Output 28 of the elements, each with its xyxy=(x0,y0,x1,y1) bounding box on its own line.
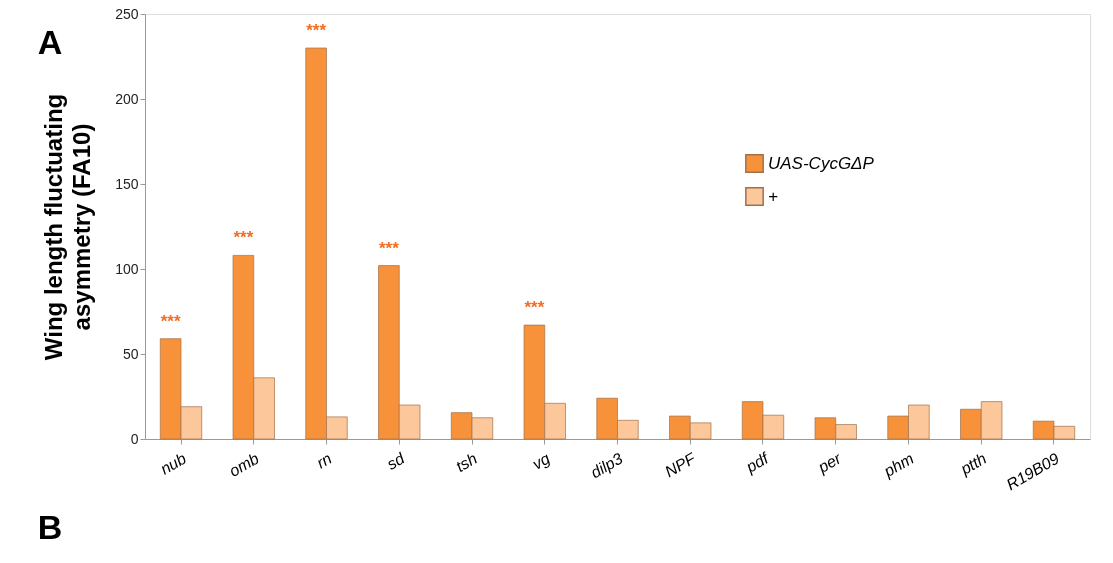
x-tick-label: pdf xyxy=(742,448,773,476)
legend-label: + xyxy=(768,186,778,206)
text: A xyxy=(37,23,63,61)
y-axis-title: Wing length fluctuating asymmetry (FA10) xyxy=(40,93,96,361)
x-tick-label: ptth xyxy=(956,449,990,479)
x-tick-label: per xyxy=(814,449,845,477)
annotation: *** xyxy=(233,228,254,248)
x-tick-label: dilp3 xyxy=(587,449,626,482)
text: B xyxy=(37,508,63,546)
x-tick-label: NPF xyxy=(662,449,700,481)
y-tick-label: 0 xyxy=(130,430,139,447)
x-tick-label: phm xyxy=(880,449,917,481)
y-tick-label: 150 xyxy=(115,175,139,192)
y-tick-label: 250 xyxy=(115,5,139,22)
x-tick-label: nub xyxy=(157,449,190,478)
x-tick-label: omb xyxy=(226,449,262,480)
y-tick-label: 200 xyxy=(115,90,139,107)
legend-label: UAS-CycGΔP xyxy=(768,153,875,173)
annotation: *** xyxy=(378,238,400,258)
y-tick-label: 100 xyxy=(115,260,139,277)
annotation: *** xyxy=(524,298,545,318)
x-tick-label: tsh xyxy=(453,449,481,476)
x-tick-label: sd xyxy=(384,449,409,473)
x-tick-label: vg xyxy=(529,449,553,473)
annotation: *** xyxy=(160,311,181,331)
y-tick-label: 50 xyxy=(122,345,139,362)
annotation: *** xyxy=(306,21,327,40)
x-tick-label: rn xyxy=(313,449,335,472)
